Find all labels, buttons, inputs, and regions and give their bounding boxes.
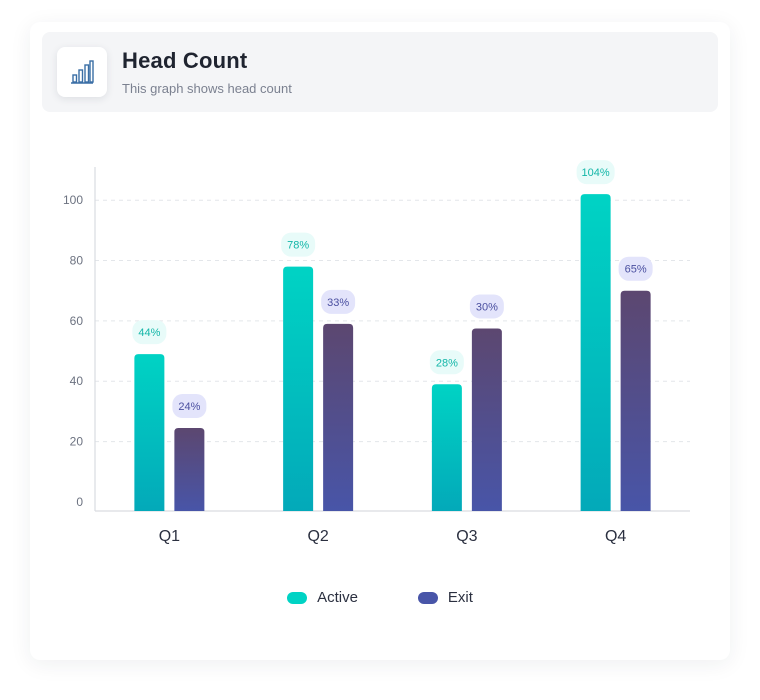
data-label-active: 44%: [138, 327, 160, 339]
data-label-bg-active: [576, 160, 615, 185]
legend-swatch-active: [287, 591, 308, 604]
x-tick-label: Q1: [159, 528, 180, 545]
data-label-bg-active: [132, 320, 167, 345]
grid-lines: [95, 199, 690, 443]
bar-active-q2: [283, 266, 314, 511]
data-label-exit: 65%: [625, 264, 647, 276]
bar-exit-q4: [620, 290, 651, 511]
x-tick-label: Q4: [605, 528, 626, 545]
y-tick-label: 40: [70, 374, 84, 388]
chart-header: Head Count This graph shows head count: [42, 32, 718, 112]
data-label-bg-exit: [469, 294, 504, 319]
x-tick-label: Q3: [456, 528, 477, 545]
data-label-bg-exit: [321, 289, 356, 314]
legend: Active Exit: [30, 589, 730, 606]
data-label-active: 28%: [436, 357, 458, 369]
y-tick-label: 60: [70, 314, 84, 328]
x-tick-label: Q2: [307, 528, 328, 545]
bar-active-q1: [134, 354, 165, 511]
chart-icon-box: [57, 47, 107, 97]
bars: [134, 194, 651, 511]
data-label-bg-active: [281, 232, 316, 257]
bar-exit-q2: [323, 323, 354, 511]
y-tick-label: 80: [70, 254, 84, 268]
data-labels: 44% 24% 78% 33% 28% 30% 104% 65%: [132, 160, 653, 419]
data-label-exit: 33%: [327, 297, 349, 309]
bar-exit-q1: [174, 428, 205, 511]
bar-active-q3: [431, 384, 462, 511]
data-label-active: 104%: [582, 167, 610, 179]
data-label-bg-active: [429, 350, 464, 375]
chart-card: Head Count This graph shows head count 0…: [30, 22, 730, 660]
data-label-exit: 24%: [178, 401, 200, 413]
bar-exit-q3: [471, 328, 502, 511]
bar-chart: 0 20 40 60 80 100 Q1 Q2 Q3 Q4 44% 24% 78% 33% 28% 30% 1…: [63, 160, 690, 545]
data-label-bg-exit: [172, 394, 207, 419]
y-tick-label: 0: [76, 495, 83, 509]
legend-label-active: Active: [317, 589, 358, 606]
legend-item-exit[interactable]: Exit: [417, 589, 473, 606]
y-tick-label: 20: [70, 435, 84, 449]
bar-chart-icon: [71, 60, 94, 84]
chart-subtitle: This graph shows head count: [122, 81, 292, 96]
bar-active-q4: [580, 194, 611, 511]
data-label-active: 78%: [287, 240, 309, 252]
data-label-bg-exit: [618, 256, 653, 281]
y-tick-label: 100: [63, 193, 83, 207]
data-label-exit: 30%: [476, 301, 498, 313]
legend-item-active[interactable]: Active: [287, 589, 358, 606]
chart-title: Head Count: [122, 48, 248, 73]
legend-label-exit: Exit: [447, 589, 473, 606]
legend-swatch-exit: [417, 591, 438, 604]
